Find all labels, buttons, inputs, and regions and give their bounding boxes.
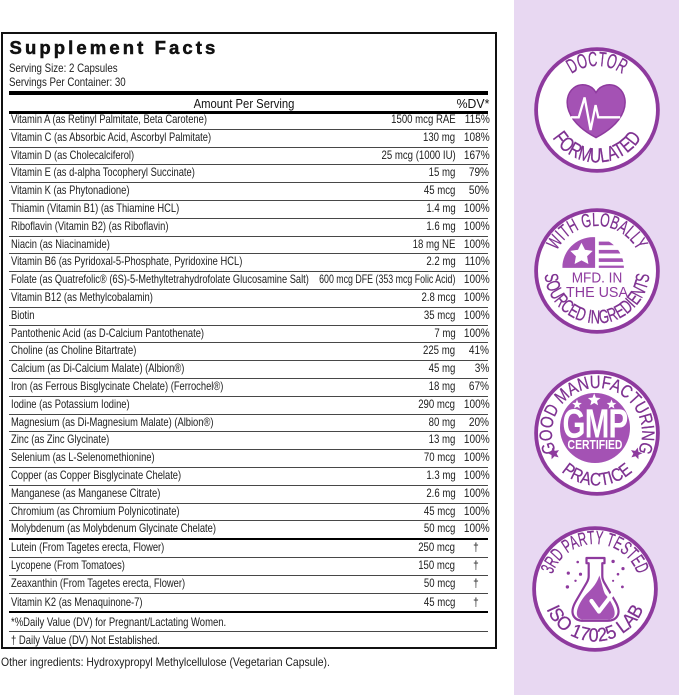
svg-text:CERTIFIED: CERTIFIED (567, 437, 622, 451)
svg-text:MFD. IN: MFD. IN (571, 270, 622, 286)
svg-text:GMP: GMP (562, 400, 627, 446)
svg-text:THE USA: THE USA (566, 285, 628, 301)
